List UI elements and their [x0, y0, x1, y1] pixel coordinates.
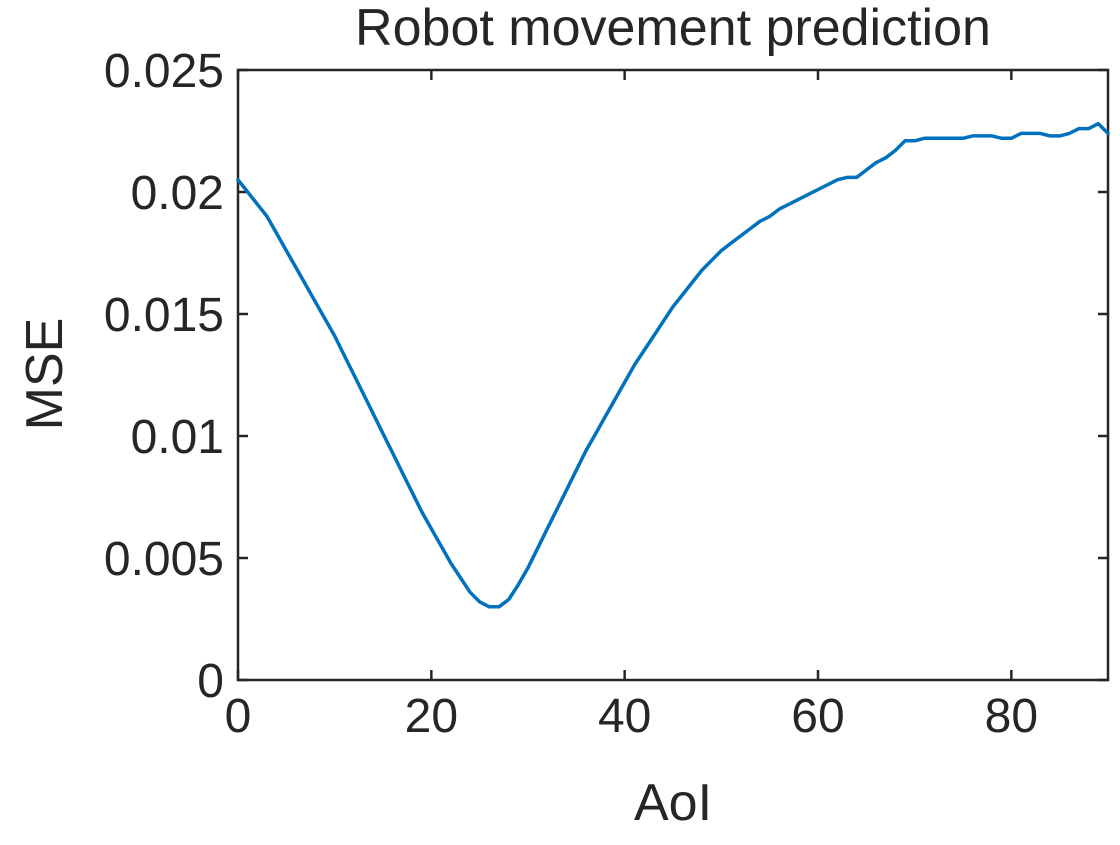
y-tick-label: 0.005 — [104, 533, 224, 586]
x-tick-label: 80 — [985, 690, 1038, 743]
y-tick-label: 0.025 — [104, 45, 224, 98]
y-tick-label: 0.015 — [104, 289, 224, 342]
x-tick-label: 60 — [791, 690, 844, 743]
chart-title: Robot movement prediction — [355, 0, 991, 57]
x-tick-label: 20 — [405, 690, 458, 743]
y-tick-label: 0.01 — [131, 411, 224, 464]
series-layer — [236, 121, 1110, 609]
x-tick-label: 0 — [225, 690, 252, 743]
axes-box — [236, 68, 1110, 682]
y-axis-label: MSE — [16, 318, 74, 431]
ticks-layer: 0 20 40 60 80 0 0.005 0.01 0.015 0.02 0.025 — [104, 45, 1108, 743]
series-line-0 — [236, 121, 1110, 609]
y-tick-label: 0 — [197, 655, 224, 708]
x-tick-label: 40 — [598, 690, 651, 743]
plot-frame — [236, 68, 1110, 682]
x-axis-label: AoI — [634, 774, 712, 832]
y-tick-label: 0.02 — [131, 167, 224, 220]
